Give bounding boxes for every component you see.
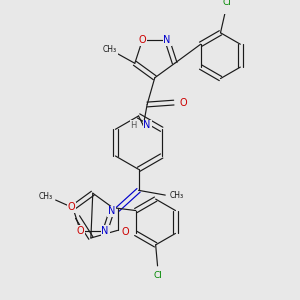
Text: O: O	[139, 35, 146, 45]
Text: O: O	[122, 227, 129, 237]
Text: N: N	[108, 206, 116, 216]
Text: O: O	[76, 226, 84, 236]
Text: Cl: Cl	[223, 0, 232, 7]
Text: H: H	[130, 121, 137, 130]
Text: N: N	[164, 35, 171, 45]
Text: O: O	[68, 202, 76, 212]
Text: O: O	[180, 98, 187, 108]
Text: N: N	[143, 121, 151, 130]
Text: CH₃: CH₃	[169, 190, 184, 200]
Text: Cl: Cl	[153, 271, 162, 280]
Text: CH₃: CH₃	[39, 192, 53, 201]
Text: CH₃: CH₃	[103, 45, 117, 54]
Text: N: N	[101, 226, 109, 236]
